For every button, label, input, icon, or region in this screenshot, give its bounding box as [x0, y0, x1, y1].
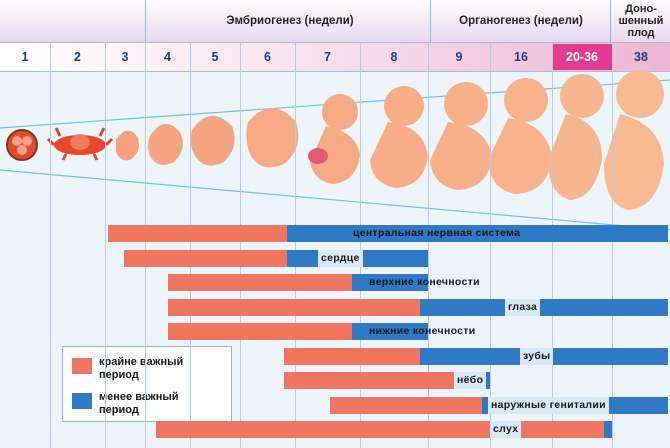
header-divider-fullterm	[610, 0, 611, 70]
critical-period-bar	[330, 396, 482, 414]
fetus-week16-icon	[488, 78, 552, 194]
organ-label: центральная нервная система	[353, 227, 521, 239]
organ-label: сердце	[318, 249, 363, 267]
grid-line	[240, 42, 241, 448]
fetus-week20-36-icon	[548, 74, 604, 200]
critical-period-bar	[168, 323, 352, 340]
fetus-week9-icon	[430, 82, 492, 190]
less-critical-period-bar	[352, 274, 428, 291]
grid-line	[360, 42, 361, 448]
critical-period-bar	[168, 274, 352, 291]
full-term-header-line3: плод	[627, 27, 655, 39]
organ-label: верхние конечности	[369, 276, 480, 288]
zygote-icon	[6, 129, 38, 161]
week-label-1: 1	[21, 50, 29, 64]
embryogenesis-header: Эмбриогенез (недели)	[226, 15, 354, 27]
critical-period-bar	[284, 372, 482, 389]
growth-guide-bottom	[0, 169, 670, 230]
critical-period-bar	[168, 298, 420, 316]
organ-label: нижние конечности	[369, 325, 476, 337]
week-label-16: 16	[514, 50, 528, 64]
less-critical-period-bar	[352, 323, 428, 340]
critical-period-bar	[108, 225, 287, 242]
organ-label: слух	[490, 421, 522, 438]
embryo-week6-icon	[246, 108, 299, 168]
embryo-week4-icon	[148, 123, 183, 165]
week-label-38: 38	[634, 50, 648, 64]
grid-line	[105, 42, 106, 448]
legend-less-swatch	[72, 393, 92, 409]
grid-line	[612, 42, 613, 448]
legend-critical-line1: крайне важный	[99, 356, 184, 368]
grid-line	[50, 42, 51, 448]
embryo-week7-icon	[308, 94, 360, 184]
blastocyst-icon	[46, 127, 114, 161]
embryo-illustrations	[0, 70, 670, 230]
less-critical-period-bar	[604, 421, 612, 438]
week-label-4: 4	[164, 50, 171, 64]
legend-critical-line2: период	[99, 369, 139, 381]
critical-period-bar	[284, 347, 420, 365]
grid-line	[490, 42, 491, 448]
header-band	[0, 0, 670, 42]
grid-line	[428, 42, 429, 448]
grid-line	[295, 42, 296, 448]
organogenesis-header: Органогенез (недели)	[459, 15, 583, 27]
week-label-20-36: 20-36	[552, 44, 612, 70]
organ-label: нёбо	[454, 372, 487, 389]
organ-label: наружные гениталии	[488, 396, 609, 414]
organ-label: зубы	[520, 347, 554, 365]
grid-line	[552, 42, 553, 448]
critical-period-bar	[156, 421, 604, 438]
embryo-week3-icon	[116, 130, 139, 161]
header-divider-embryo	[145, 0, 146, 70]
week-label-6: 6	[264, 50, 271, 64]
grid-line	[190, 42, 191, 448]
week-label-5: 5	[211, 50, 219, 64]
critical-period-bar	[124, 249, 287, 267]
embryo-week5-icon	[190, 115, 235, 166]
less-critical-period-bar	[420, 298, 668, 316]
organ-label: глаза	[505, 298, 541, 316]
week-label-7: 7	[324, 50, 331, 64]
embryo-week8-icon	[370, 86, 428, 188]
week-label-2: 2	[74, 50, 81, 64]
week-label-3: 3	[121, 50, 129, 64]
legend-less-line2: период	[99, 404, 139, 416]
header-divider-organo	[430, 0, 431, 70]
less-critical-period-bar	[287, 225, 668, 242]
legend-critical-swatch	[72, 358, 92, 374]
week-label-8: 8	[390, 50, 398, 64]
full-term-header-line2: шенный	[618, 15, 664, 27]
grid-line	[145, 42, 146, 448]
full-term-header-line1: Доно-	[625, 3, 657, 15]
fetus-full-term-icon	[604, 70, 664, 210]
week-label-9: 9	[455, 50, 463, 64]
legend-less-line1: менее важный	[99, 391, 179, 403]
